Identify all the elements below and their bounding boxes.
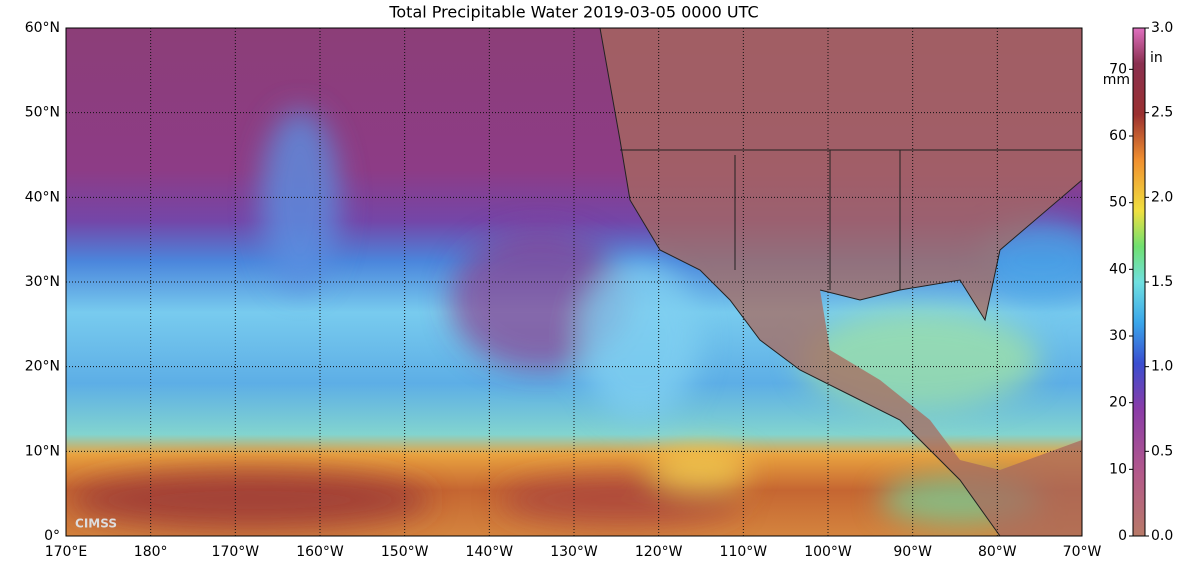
colorbar-mm-label: 40 — [1109, 261, 1127, 277]
colorbar-mm-label: 0 — [1118, 528, 1127, 544]
colorbar-mm-label: 20 — [1109, 395, 1127, 411]
colorbar-in-label: 0.5 — [1151, 443, 1173, 459]
lon-label: 150°W — [381, 544, 429, 560]
lat-label: 10°N — [25, 443, 60, 459]
colorbar-in-label: 3.0 — [1151, 20, 1173, 36]
colorbar-in-label: 0.0 — [1151, 528, 1173, 544]
map-title: Total Precipitable Water 2019-03-05 0000… — [388, 3, 758, 22]
lat-label: 30°N — [25, 274, 60, 290]
lon-label: 170°W — [212, 544, 260, 560]
lon-label: 120°W — [635, 544, 683, 560]
colorbar-unit-in: in — [1150, 50, 1163, 66]
lat-label: 60°N — [25, 20, 60, 36]
logo: CIMSS — [75, 517, 117, 531]
lat-label: 40°N — [25, 189, 60, 205]
colorbar-in-label: 1.0 — [1151, 359, 1173, 375]
colorbar-mm-label: 30 — [1109, 328, 1127, 344]
colorbar-in-label: 2.5 — [1151, 105, 1173, 121]
lon-label: 140°W — [466, 544, 514, 560]
lat-label: 20°N — [25, 359, 60, 375]
lon-label: 180° — [134, 544, 168, 560]
colorbar-mm-label: 50 — [1109, 195, 1127, 211]
colorbar-in-label: 1.5 — [1151, 274, 1173, 290]
colorbar — [1132, 27, 1146, 537]
lat-label: 0° — [44, 528, 60, 544]
lon-label: 130°W — [550, 544, 598, 560]
colorbar-mm-label: 10 — [1109, 461, 1127, 477]
lon-label: 80°W — [978, 544, 1017, 560]
colorbar-mm-label: 70 — [1109, 61, 1127, 77]
lon-label: 170°E — [45, 544, 88, 560]
graticule — [66, 28, 1082, 536]
lon-label: 160°W — [296, 544, 344, 560]
colorbar-unit-mm: mm — [1103, 72, 1130, 88]
map-frame — [65, 27, 1083, 537]
lat-label: 50°N — [25, 105, 60, 121]
lon-label: 110°W — [720, 544, 768, 560]
lon-label: 90°W — [893, 544, 932, 560]
lon-label: 70°W — [1063, 544, 1102, 560]
lon-label: 100°W — [804, 544, 852, 560]
colorbar-mm-label: 60 — [1109, 128, 1127, 144]
colorbar-in-label: 2.0 — [1151, 189, 1173, 205]
